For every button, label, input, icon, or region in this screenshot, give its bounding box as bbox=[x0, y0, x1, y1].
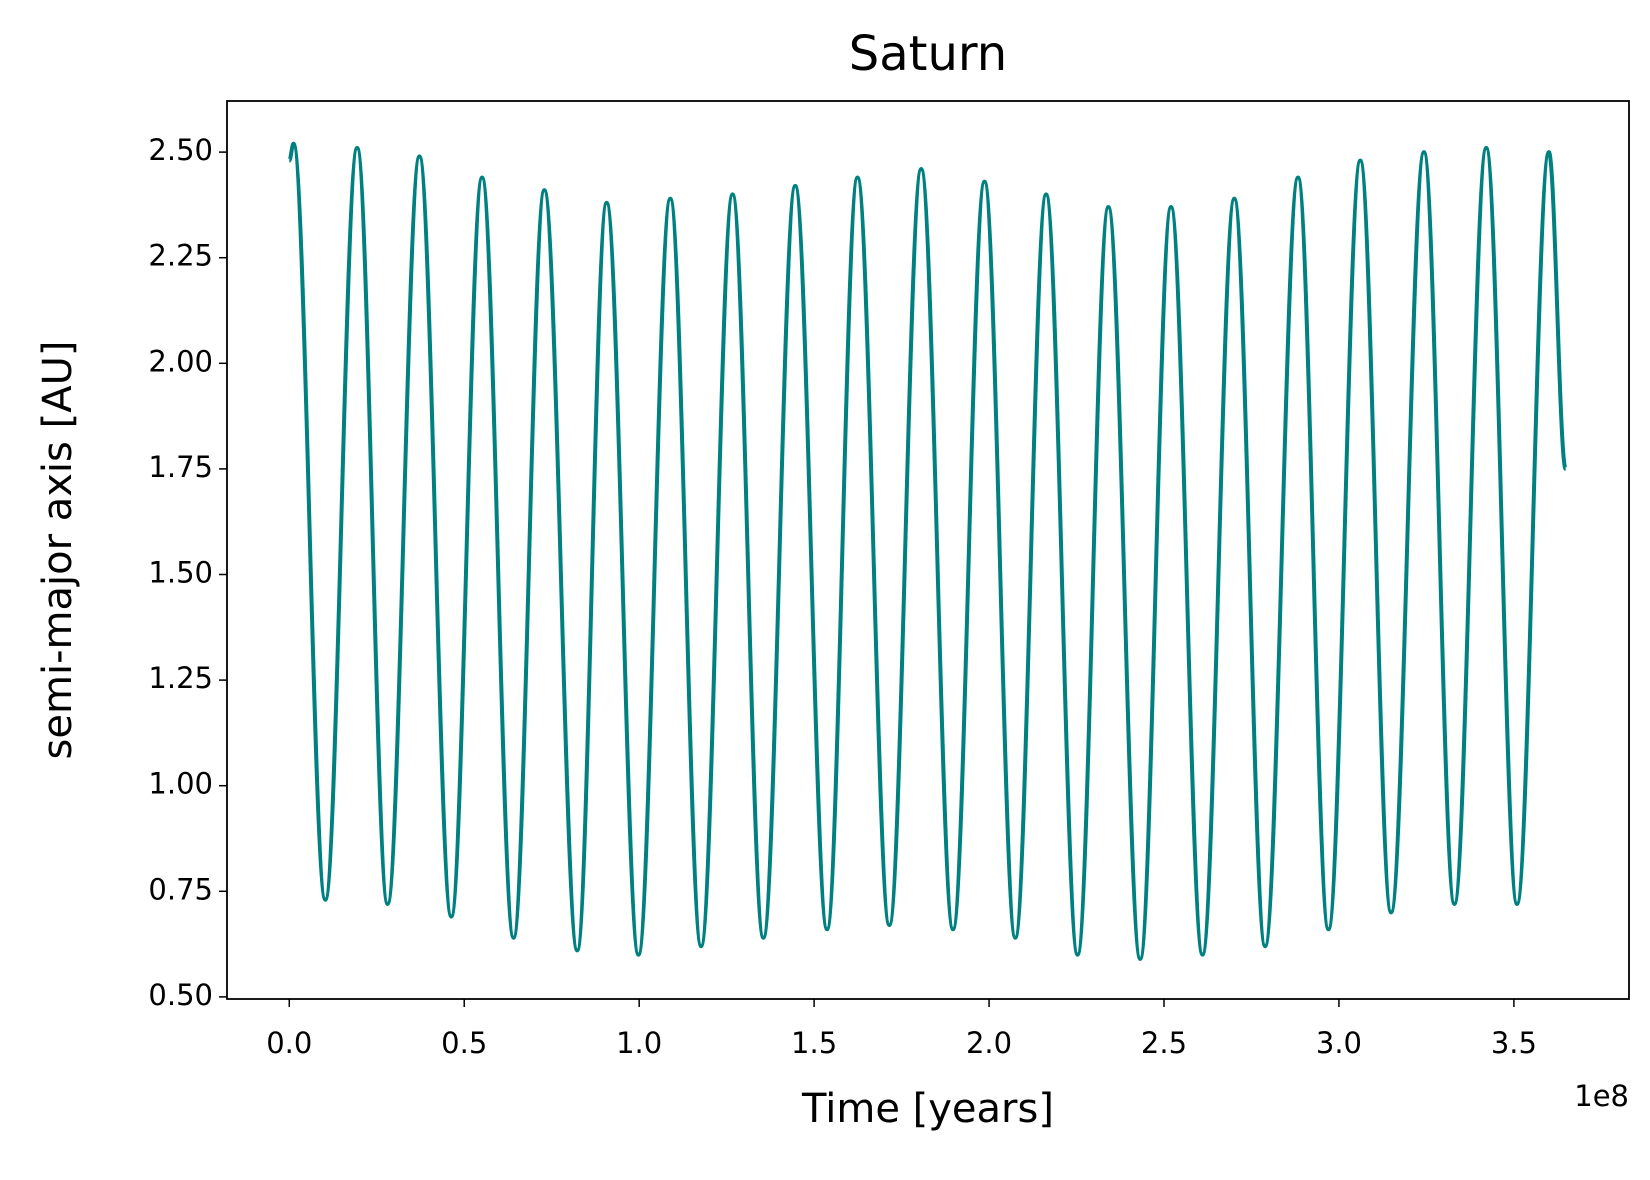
y-tick-label: 0.50 bbox=[148, 978, 213, 1012]
y-tick-label: 1.25 bbox=[148, 661, 213, 695]
y-tick-label: 2.25 bbox=[148, 239, 213, 273]
x-tick-label: 1.5 bbox=[791, 1026, 837, 1060]
x-tick-label: 2.0 bbox=[966, 1026, 1012, 1060]
y-tick-label: 2.00 bbox=[148, 344, 213, 378]
y-axis-label: semi-major axis [AU] bbox=[35, 341, 81, 760]
y-tick-label: 1.00 bbox=[148, 767, 213, 801]
x-tick-label: 0.5 bbox=[441, 1026, 487, 1060]
y-tick-label: 2.50 bbox=[148, 133, 213, 167]
y-tick-label: 0.75 bbox=[148, 872, 213, 906]
y-tick-label: 1.75 bbox=[148, 450, 213, 484]
x-tick-label: 2.5 bbox=[1141, 1026, 1187, 1060]
x-tick-label: 0.0 bbox=[266, 1026, 312, 1060]
plot-frame bbox=[226, 100, 1630, 1000]
y-tick-label: 1.50 bbox=[148, 555, 213, 589]
chart-title: Saturn bbox=[849, 26, 1007, 82]
line-series bbox=[287, 141, 1568, 961]
x-axis-label: Time [years] bbox=[801, 1086, 1054, 1132]
x-offset-text: 1e8 bbox=[1574, 1079, 1629, 1113]
x-tick-label: 1.0 bbox=[616, 1026, 662, 1060]
x-tick-label: 3.0 bbox=[1316, 1026, 1362, 1060]
x-tick-label: 3.5 bbox=[1491, 1026, 1537, 1060]
